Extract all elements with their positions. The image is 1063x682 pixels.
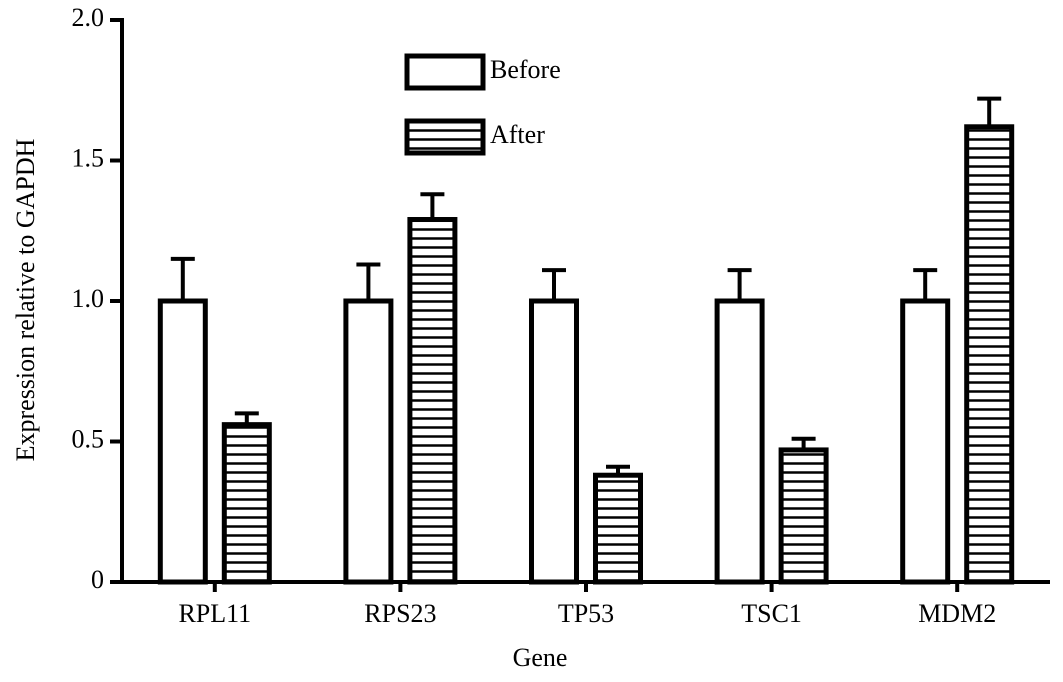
- bar: [343, 298, 394, 585]
- bar: [221, 422, 272, 585]
- bar: [778, 447, 829, 585]
- y-tick-label: 0: [91, 565, 104, 594]
- legend-label: Before: [490, 55, 561, 84]
- x-tick-label: RPL11: [178, 599, 251, 628]
- x-axis-label: Gene: [513, 643, 568, 672]
- bar: [964, 124, 1015, 585]
- y-tick-label: 2.0: [72, 3, 105, 32]
- bar: [593, 472, 643, 585]
- bar: [529, 298, 579, 585]
- y-tick-label: 1.0: [72, 284, 105, 313]
- legend-swatch: [404, 53, 486, 91]
- y-tick-label: 1.5: [72, 143, 105, 172]
- x-tick-label: TSC1: [741, 599, 802, 628]
- x-tick-label: TP53: [558, 599, 614, 628]
- x-tick-label: RPS23: [364, 599, 436, 628]
- bar: [714, 298, 765, 585]
- bar: [900, 298, 951, 585]
- y-tick-label: 0.5: [72, 424, 105, 453]
- legend-label: After: [490, 120, 545, 149]
- x-tick-label: MDM2: [918, 599, 996, 628]
- bar: [157, 298, 208, 585]
- bar: [407, 217, 458, 585]
- legend-swatch: [404, 118, 486, 156]
- y-axis-label: Expression relative to GAPDH: [11, 138, 40, 461]
